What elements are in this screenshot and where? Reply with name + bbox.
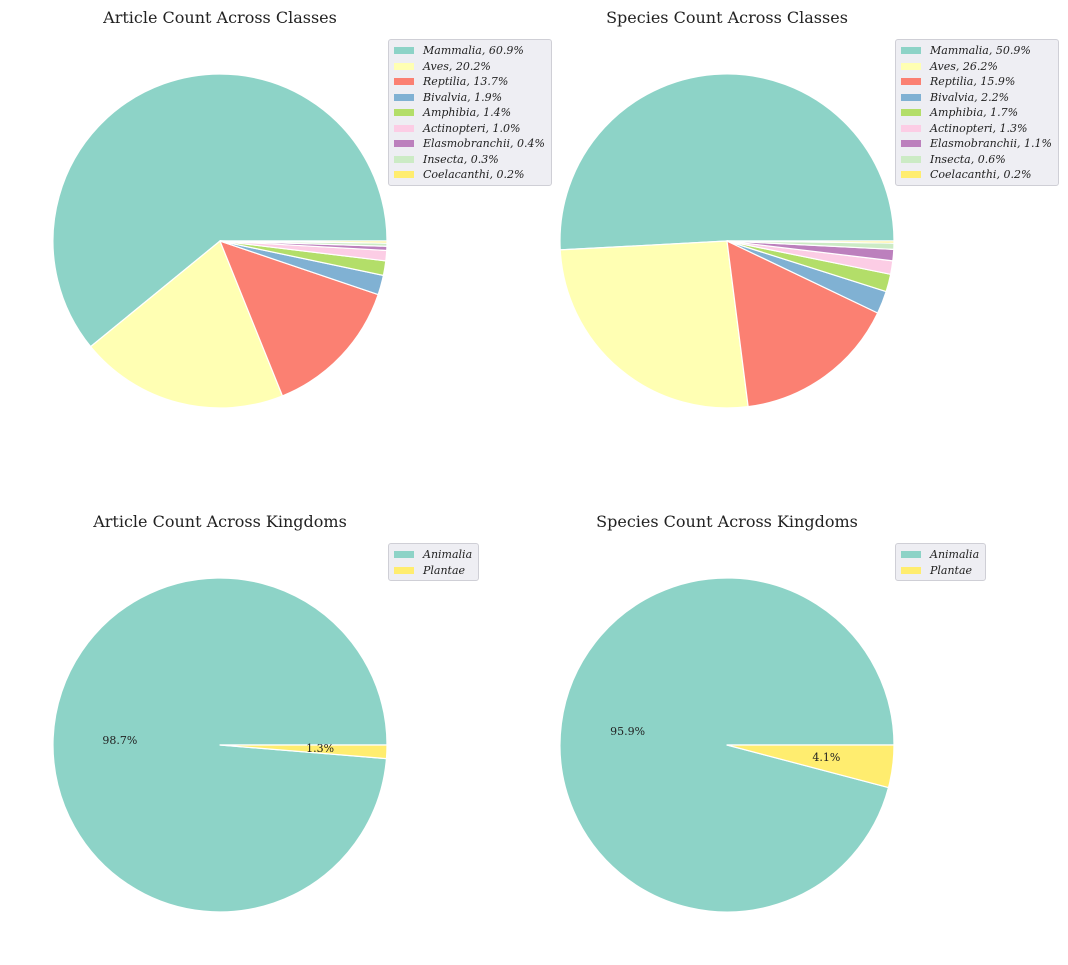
legend-item-amphibia: Amphibia, 1.7% <box>901 105 1052 121</box>
chart-title-species-classes: Species Count Across Classes <box>606 8 848 27</box>
legend-swatch <box>901 109 921 117</box>
legend-swatch <box>901 140 921 148</box>
legend-swatch <box>901 62 921 70</box>
legend-label: Coelacanthi, 0.2% <box>930 168 1032 182</box>
legend-item-bivalvia: Bivalvia, 2.2% <box>901 90 1052 106</box>
legend-swatch <box>394 109 414 117</box>
legend-species-kingdoms: Animalia Plantae <box>895 543 987 581</box>
legend-swatch <box>394 93 414 101</box>
legend-label: Mammalia, 60.9% <box>423 44 524 58</box>
pie-slice-mammalia <box>52 73 388 348</box>
legend-swatch <box>394 140 414 148</box>
legend-article-classes: Mammalia, 60.9% Aves, 20.2% Reptilia, 13.7… <box>388 39 552 186</box>
legend-swatch <box>394 155 414 163</box>
legend-label: Actinopteri, 1.3% <box>930 121 1028 135</box>
legend-swatch <box>394 78 414 86</box>
legend-item-coelacanthi: Coelacanthi, 0.2% <box>394 167 545 183</box>
legend-item-mammalia: Mammalia, 50.9% <box>901 43 1052 59</box>
legend-swatch <box>901 47 921 55</box>
legend-label: Amphibia, 1.4% <box>423 106 512 120</box>
legend-item-actinopteri: Actinopteri, 1.0% <box>394 121 545 137</box>
pie-slice-plantae <box>726 744 895 789</box>
legend-label: Elasmobranchii, 1.1% <box>930 137 1052 151</box>
legend-item-reptilia: Reptilia, 15.9% <box>901 74 1052 90</box>
slice-label-animalia: 95.9% <box>610 725 645 738</box>
legend-item-bivalvia: Bivalvia, 1.9% <box>394 90 545 106</box>
legend-swatch <box>394 47 414 55</box>
legend-label: Insecta, 0.6% <box>930 152 1006 166</box>
legend-item-mammalia: Mammalia, 60.9% <box>394 43 545 59</box>
legend-label: Amphibia, 1.7% <box>930 106 1019 120</box>
legend-swatch <box>394 171 414 179</box>
legend-swatch <box>394 551 414 559</box>
slice-label-animalia: 98.7% <box>102 734 137 747</box>
legend-label: Plantae <box>930 563 973 577</box>
legend-item-aves: Aves, 20.2% <box>394 59 545 75</box>
legend-item-plantae: Plantae <box>394 563 472 579</box>
chart-title-species-kingdoms: Species Count Across Kingdoms <box>596 512 858 531</box>
legend-swatch <box>901 171 921 179</box>
legend-label: Reptilia, 13.7% <box>423 75 509 89</box>
legend-item-coelacanthi: Coelacanthi, 0.2% <box>901 167 1052 183</box>
legend-swatch <box>901 155 921 163</box>
pie-slice-reptilia <box>219 240 379 397</box>
legend-swatch <box>394 124 414 132</box>
pie-slice-aves <box>559 240 749 409</box>
legend-label: Coelacanthi, 0.2% <box>423 168 525 182</box>
legend-item-reptilia: Reptilia, 13.7% <box>394 74 545 90</box>
chart-title-article-kingdoms: Article Count Across Kingdoms <box>93 512 347 531</box>
legend-swatch <box>394 62 414 70</box>
legend-label: Aves, 26.2% <box>930 59 998 73</box>
legend-label: Elasmobranchii, 0.4% <box>423 137 545 151</box>
legend-swatch <box>901 124 921 132</box>
legend-label: Animalia <box>930 548 980 562</box>
legend-item-amphibia: Amphibia, 1.4% <box>394 105 545 121</box>
legend-item-insecta: Insecta, 0.6% <box>901 152 1052 168</box>
legend-species-classes: Mammalia, 50.9% Aves, 26.2% Reptilia, 15.9… <box>895 39 1059 186</box>
pie-slice-coelacanthi <box>726 240 895 244</box>
legend-swatch <box>394 566 414 574</box>
legend-swatch <box>901 93 921 101</box>
chart-title-article-classes: Article Count Across Classes <box>103 8 337 27</box>
legend-swatch <box>901 78 921 86</box>
legend-label: Reptilia, 15.9% <box>930 75 1016 89</box>
legend-item-aves: Aves, 26.2% <box>901 59 1052 75</box>
legend-article-kingdoms: Animalia Plantae <box>388 543 480 581</box>
pie-slice-aves <box>90 240 284 409</box>
legend-label: Actinopteri, 1.0% <box>423 121 521 135</box>
slice-label-plantae: 1.3% <box>306 742 334 755</box>
legend-item-insecta: Insecta, 0.3% <box>394 152 545 168</box>
legend-item-animalia: Animalia <box>901 547 979 563</box>
pie-slice-reptilia <box>726 240 879 408</box>
legend-item-elasmobranchii: Elasmobranchii, 1.1% <box>901 136 1052 152</box>
legend-label: Animalia <box>423 548 473 562</box>
pie-slice-coelacanthi <box>219 240 388 244</box>
pie-slice-mammalia <box>559 73 895 251</box>
legend-item-animalia: Animalia <box>394 547 472 563</box>
slice-label-plantae: 4.1% <box>812 751 840 764</box>
legend-label: Insecta, 0.3% <box>423 152 499 166</box>
legend-swatch <box>901 566 921 574</box>
legend-label: Mammalia, 50.9% <box>930 44 1031 58</box>
pie-slice-plantae <box>219 744 388 760</box>
legend-item-actinopteri: Actinopteri, 1.3% <box>901 121 1052 137</box>
legend-label: Bivalvia, 1.9% <box>423 90 503 104</box>
legend-label: Aves, 20.2% <box>423 59 491 73</box>
legend-item-plantae: Plantae <box>901 563 979 579</box>
legend-label: Plantae <box>423 563 466 577</box>
legend-swatch <box>901 551 921 559</box>
legend-item-elasmobranchii: Elasmobranchii, 0.4% <box>394 136 545 152</box>
legend-label: Bivalvia, 2.2% <box>930 90 1010 104</box>
